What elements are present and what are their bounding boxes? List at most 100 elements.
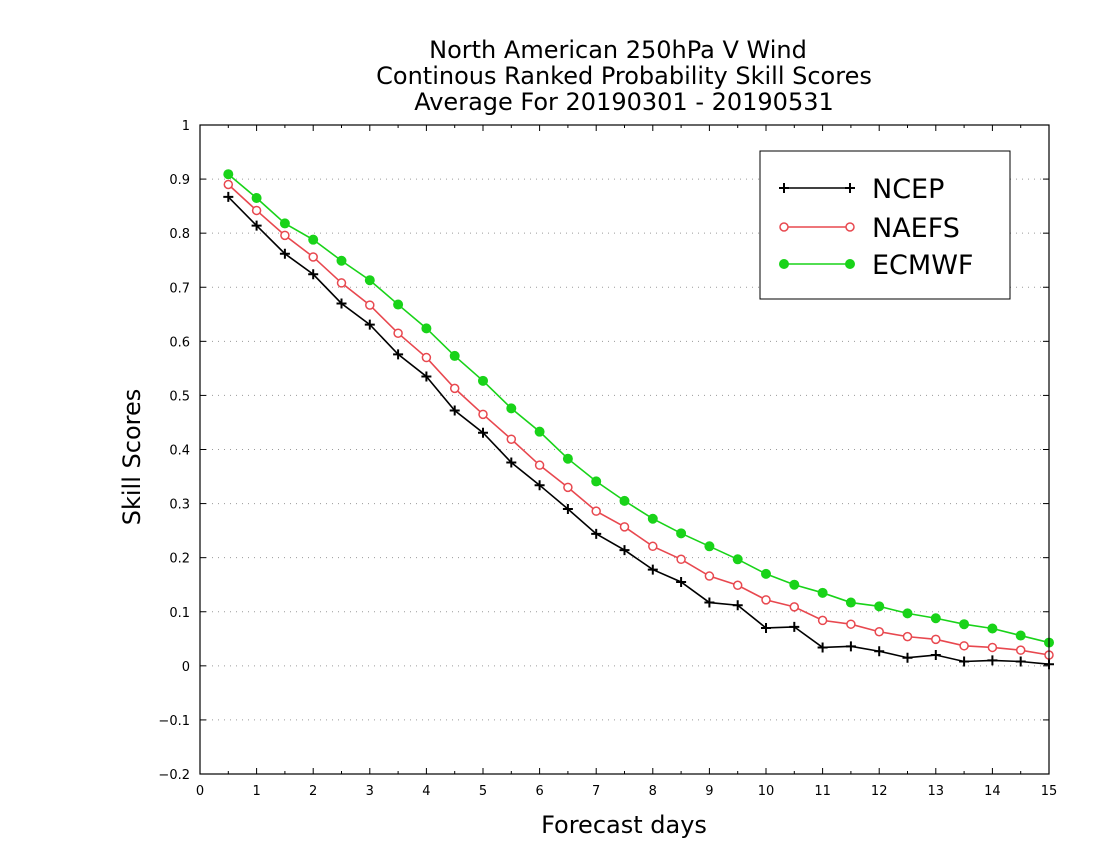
- data-point-ecmwf: [845, 597, 856, 608]
- x-tick-label: 2: [309, 784, 317, 799]
- data-point-ncep: [562, 503, 573, 514]
- data-point-ecmwf: [421, 323, 432, 334]
- data-point-ecmwf: [732, 554, 743, 565]
- data-point-ecmwf: [223, 169, 234, 180]
- x-tick-label: 13: [928, 784, 945, 799]
- data-point-naefs: [846, 619, 856, 629]
- data-point-ecmwf: [336, 255, 347, 266]
- data-point-ncep: [223, 191, 234, 202]
- data-point-ecmwf: [647, 513, 658, 524]
- data-point-ecmwf: [562, 453, 573, 464]
- data-point-naefs: [336, 278, 347, 288]
- data-point-naefs: [449, 383, 460, 394]
- y-tick-label: 0.7: [169, 281, 190, 296]
- plot-frame: [199, 124, 1050, 775]
- data-point-naefs: [959, 641, 969, 651]
- data-point-ncep: [336, 298, 347, 309]
- y-axis-label: Skill Scores: [118, 389, 146, 526]
- data-point-naefs: [1015, 645, 1026, 655]
- data-point-ncep: [761, 622, 771, 633]
- chart-title-line-3: Average For 20190301 - 20190531: [414, 88, 834, 116]
- x-tick-label: 14: [984, 784, 1001, 799]
- data-point-naefs: [280, 230, 290, 241]
- legend-entry-naefs: NAEFS: [779, 213, 960, 244]
- data-point-ecmwf: [761, 568, 771, 579]
- y-tick-label: 0.3: [169, 498, 190, 513]
- data-point-ecmwf: [506, 403, 517, 414]
- legend: NCEP NAEFS ECMWF: [759, 150, 1011, 300]
- data-point-ncep: [421, 371, 432, 382]
- data-point-ncep: [874, 646, 885, 657]
- data-point-naefs: [874, 627, 884, 637]
- data-point-naefs: [223, 179, 234, 190]
- data-point-ncep: [279, 248, 290, 259]
- data-point-naefs: [251, 205, 262, 216]
- data-point-ncep: [817, 642, 828, 653]
- series-ecmwf: [223, 169, 1054, 648]
- data-point-ecmwf: [591, 476, 602, 487]
- x-tick-label: 11: [814, 784, 831, 799]
- data-point-ncep: [619, 545, 630, 556]
- data-point-ecmwf: [817, 587, 828, 598]
- data-point-naefs: [789, 602, 800, 612]
- legend-label-ecmwf: ECMWF: [872, 250, 973, 281]
- series-layer: [223, 169, 1054, 670]
- y-tick-label: 0: [182, 660, 190, 675]
- data-point-naefs: [506, 434, 517, 444]
- data-point-ncep: [308, 269, 319, 280]
- data-point-ncep: [449, 405, 460, 416]
- legend-label-ncep: NCEP: [872, 174, 944, 205]
- data-point-ncep: [676, 577, 687, 588]
- data-point-ncep: [251, 220, 262, 231]
- data-point-ncep: [789, 621, 800, 632]
- data-point-naefs: [365, 300, 375, 310]
- legend-marker-naefs: [779, 222, 789, 232]
- y-axis-ticks: −0.2 −0.1 0 0.1 0.2 0.3 0.4 0.5 0.6 0.7 0.8 0.9 1: [158, 119, 1049, 783]
- x-tick-label: 1: [252, 784, 260, 799]
- data-point-ecmwf: [534, 426, 545, 437]
- data-point-ecmwf: [619, 495, 630, 506]
- data-point-naefs: [648, 541, 658, 552]
- y-tick-label: 0.6: [169, 335, 190, 350]
- data-point-ecmwf: [789, 579, 800, 590]
- data-point-ecmwf: [959, 619, 970, 630]
- data-point-naefs: [534, 460, 545, 470]
- data-point-naefs: [563, 482, 573, 493]
- data-point-naefs: [704, 571, 715, 581]
- data-point-ncep: [534, 480, 545, 491]
- data-point-ecmwf: [308, 234, 319, 245]
- y-tick-label: 0.2: [169, 552, 190, 567]
- x-tick-label: 3: [366, 784, 374, 799]
- data-point-naefs: [478, 409, 488, 420]
- data-point-ncep: [902, 652, 913, 663]
- x-tick-label: 7: [592, 784, 600, 799]
- data-point-ncep: [393, 349, 404, 360]
- legend-marker-naefs: [845, 222, 855, 232]
- x-tick-label: 9: [705, 784, 713, 799]
- data-point-ecmwf: [902, 608, 913, 619]
- legend-label-naefs: NAEFS: [872, 213, 960, 244]
- data-point-naefs: [987, 642, 998, 653]
- data-point-naefs: [676, 554, 686, 565]
- x-tick-label: 15: [1041, 784, 1058, 799]
- data-point-ecmwf: [987, 623, 998, 634]
- data-point-naefs: [393, 328, 403, 338]
- data-point-ecmwf: [393, 299, 404, 310]
- data-point-ncep: [364, 319, 375, 330]
- y-tick-label: −0.2: [158, 768, 190, 783]
- legend-marker-ncep: [779, 183, 789, 193]
- x-tick-label: 5: [479, 784, 487, 799]
- data-point-naefs: [931, 634, 941, 645]
- data-point-ncep: [845, 641, 856, 652]
- data-point-naefs: [591, 506, 601, 516]
- x-axis-label: Forecast days: [541, 811, 707, 839]
- data-point-ecmwf: [704, 541, 715, 552]
- legend-marker-ecmwf: [779, 259, 789, 269]
- y-tick-label: 0.4: [169, 444, 190, 459]
- data-point-ecmwf: [449, 350, 460, 361]
- x-tick-label: 4: [422, 784, 430, 799]
- y-tick-label: 0.9: [169, 173, 190, 188]
- x-tick-label: 0: [196, 784, 204, 799]
- x-tick-label: 10: [758, 784, 775, 799]
